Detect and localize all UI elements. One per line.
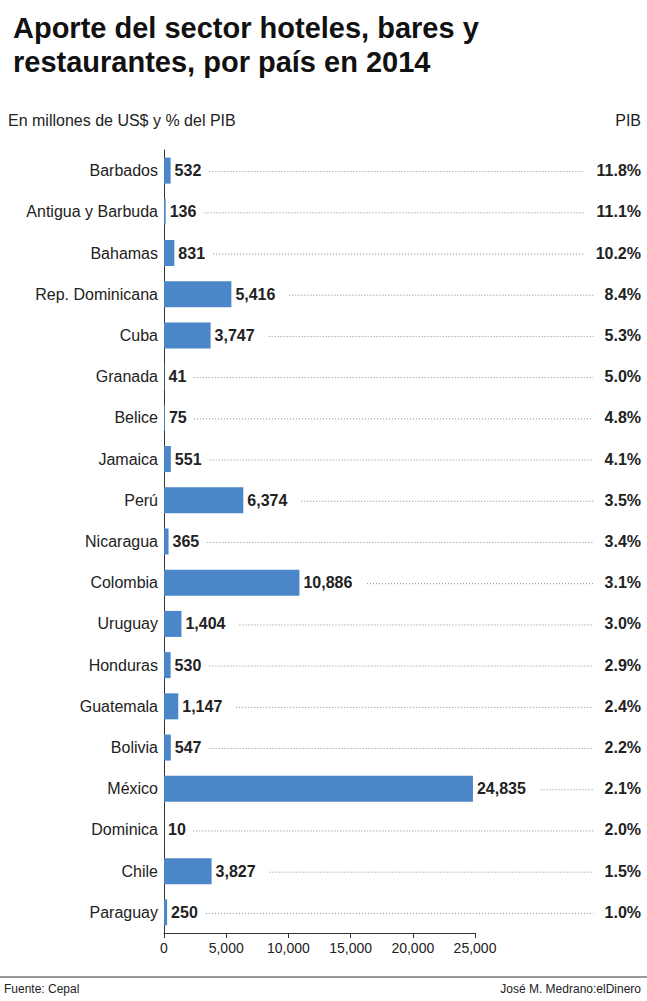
svg-text:136: 136 [170,203,197,220]
svg-text:5,000: 5,000 [209,940,244,956]
svg-text:México: México [107,780,158,797]
svg-text:Perú: Perú [124,492,158,509]
svg-text:3.0%: 3.0% [605,615,641,632]
svg-text:1.0%: 1.0% [605,904,641,921]
svg-text:3.4%: 3.4% [605,533,641,550]
svg-text:1,147: 1,147 [182,698,222,715]
svg-text:Aporte del sector hoteles, bar: Aporte del sector hoteles, bares y [13,12,487,44]
svg-text:3,747: 3,747 [215,327,255,344]
svg-text:2.9%: 2.9% [605,657,641,674]
svg-text:10: 10 [168,821,186,838]
svg-text:Nicaragua: Nicaragua [85,533,158,550]
svg-text:0: 0 [160,940,168,956]
svg-text:Chile: Chile [122,863,159,880]
svg-text:Guatemala: Guatemala [80,698,158,715]
svg-text:547: 547 [175,739,202,756]
svg-text:831: 831 [178,245,205,262]
svg-text:3.1%: 3.1% [605,574,641,591]
svg-text:Jamaica: Jamaica [98,451,158,468]
svg-text:15,000: 15,000 [329,940,372,956]
svg-text:2.1%: 2.1% [605,780,641,797]
svg-text:365: 365 [173,533,200,550]
svg-text:Dominica: Dominica [91,821,158,838]
svg-text:2.0%: 2.0% [605,821,641,838]
svg-text:11.1%: 11.1% [597,203,641,220]
svg-text:Antigua y Barbuda: Antigua y Barbuda [26,203,158,220]
svg-text:José M. Medrano:elDinero: José M. Medrano:elDinero [500,982,641,996]
svg-text:551: 551 [175,451,202,468]
svg-text:11.8%: 11.8% [597,162,641,179]
svg-text:532: 532 [175,162,202,179]
svg-text:20,000: 20,000 [391,940,434,956]
svg-text:24,835: 24,835 [477,780,526,797]
svg-text:2.4%: 2.4% [605,698,641,715]
svg-text:2.2%: 2.2% [605,739,641,756]
svg-text:3,827: 3,827 [216,863,256,880]
svg-text:5,416: 5,416 [235,286,275,303]
svg-text:25,000: 25,000 [454,940,497,956]
svg-text:Bolivia: Bolivia [111,739,158,756]
svg-text:Paraguay: Paraguay [90,904,159,921]
svg-text:6,374: 6,374 [247,492,287,509]
svg-text:Barbados: Barbados [90,162,159,179]
svg-text:4.8%: 4.8% [605,409,641,426]
svg-text:Honduras: Honduras [89,657,158,674]
svg-text:10,000: 10,000 [267,940,310,956]
svg-text:75: 75 [169,409,187,426]
svg-text:Cuba: Cuba [120,327,158,344]
svg-text:530: 530 [175,657,202,674]
svg-text:3.5%: 3.5% [605,492,641,509]
svg-text:4.1%: 4.1% [605,451,641,468]
svg-text:Granada: Granada [96,368,158,385]
svg-text:1.5%: 1.5% [605,863,641,880]
svg-text:PIB: PIB [615,112,641,129]
svg-text:Belice: Belice [114,409,158,426]
svg-text:8.4%: 8.4% [605,286,641,303]
svg-text:restaurantes, por país en 2014: restaurantes, por país en 2014 [13,46,430,78]
svg-text:41: 41 [169,368,187,385]
svg-text:Rep. Dominicana: Rep. Dominicana [35,286,158,303]
svg-text:Fuente: Cepal: Fuente: Cepal [4,982,79,996]
svg-text:250: 250 [171,904,198,921]
svg-text:Colombia: Colombia [90,574,158,591]
svg-text:5.3%: 5.3% [605,327,641,344]
svg-text:10.2%: 10.2% [596,245,641,262]
svg-text:1,404: 1,404 [185,615,225,632]
svg-text:10,886: 10,886 [303,574,352,591]
svg-text:En millones de US$ y % del PIB: En millones de US$ y % del PIB [8,112,236,129]
svg-text:5.0%: 5.0% [605,368,641,385]
svg-text:Bahamas: Bahamas [90,245,158,262]
svg-text:Uruguay: Uruguay [98,615,158,632]
